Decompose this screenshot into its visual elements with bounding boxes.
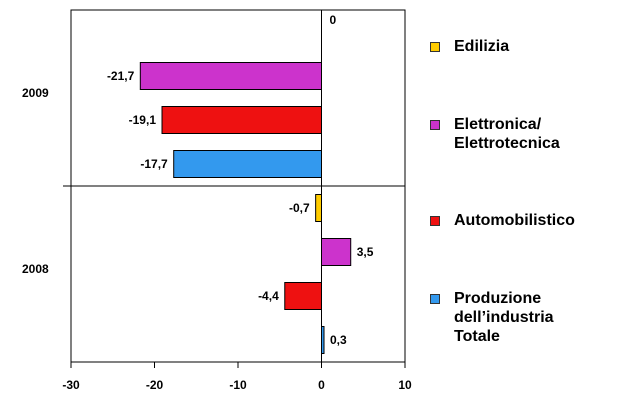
legend-item-elettronica: Elettronica/ Elettrotecnica <box>430 115 560 153</box>
legend-label-edilizia: Edilizia <box>454 38 510 55</box>
chart-value-labels: 0 -21,7 -19,1 -17,7 -0,7 3,5 -4,4 0,3 <box>107 13 374 347</box>
bar <box>139 62 322 90</box>
x-tick-label: 0 <box>318 378 325 392</box>
data-label: -21,7 <box>107 69 135 83</box>
bar <box>315 194 322 222</box>
legend-label-elettronica: Elettronica/ Elettrotecnica <box>454 116 560 152</box>
chart-legend: Edilizia Elettronica/ Elettrotecnica Aut… <box>430 0 630 403</box>
chart-bars <box>139 62 352 354</box>
data-label: 0 <box>330 13 337 27</box>
data-label: -0,7 <box>289 201 310 215</box>
bar <box>284 282 323 310</box>
category-label: 2008 <box>22 262 49 276</box>
x-tick-label: -30 <box>62 378 80 392</box>
legend-item-produzione: Produzione dell’industria Totale <box>430 289 554 346</box>
legend-swatch-elettronica <box>430 120 440 130</box>
legend-item-automobilistico: Automobilistico <box>430 211 575 230</box>
bar <box>161 106 322 134</box>
legend-swatch-edilizia <box>430 42 440 52</box>
chart-category-labels: 2009 2008 <box>22 86 49 276</box>
x-tick-label: -10 <box>229 378 247 392</box>
data-label: -19,1 <box>129 113 157 127</box>
category-label: 2009 <box>22 86 49 100</box>
bar <box>321 238 352 266</box>
x-tick-label: 10 <box>398 378 412 392</box>
data-label: 0,3 <box>330 333 347 347</box>
bar <box>321 326 325 354</box>
legend-item-edilizia: Edilizia <box>430 37 509 56</box>
chart-tick-labels: -30 -20 -10 0 10 <box>62 378 412 392</box>
legend-swatch-automobilistico <box>430 216 440 226</box>
legend-swatch-produzione <box>430 294 440 304</box>
data-label: -4,4 <box>258 289 279 303</box>
data-label: -17,7 <box>140 157 168 171</box>
bar <box>173 150 322 178</box>
x-tick-label: -20 <box>146 378 164 392</box>
legend-label-produzione: Produzione dell’industria Totale <box>454 290 554 345</box>
data-label: 3,5 <box>357 245 374 259</box>
bar-chart: 0-21,7-19,1-17,7-0,73,5-4,40,3 20092008 … <box>22 9 412 392</box>
legend-label-automobilistico: Automobilistico <box>454 212 575 229</box>
